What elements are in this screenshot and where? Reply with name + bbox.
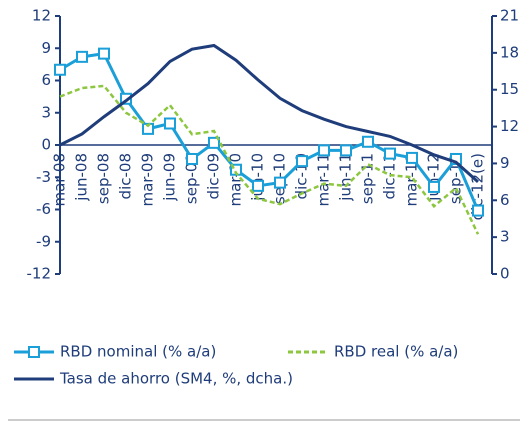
point-marker [186,152,198,165]
y-tick-label: 12 [32,7,51,25]
point-marker [142,122,154,135]
y-tick-label: -12 [27,265,52,283]
x-tick-label: jun-11 [337,153,355,202]
x-tick-label: dic-09 [205,153,223,199]
x-tick-label: jun-09 [161,153,179,202]
point-marker [428,180,440,193]
x-tick-label: mar-08 [51,153,69,207]
point-marker [406,151,418,164]
y-tick-label: 3 [41,103,51,121]
x-tick-label: jun-08 [73,153,91,202]
y2-tick-label: 15 [500,80,519,98]
y-tick-label: 6 [41,71,51,89]
point-marker [76,50,88,63]
point-marker [252,179,264,192]
y2-tick-label: 0 [500,265,510,283]
y2-tick-label: 6 [500,191,510,209]
legend-marker [28,346,40,358]
point-marker [120,92,132,105]
y-tick-label: 0 [41,136,51,154]
x-tick-label: jun-10 [249,153,267,202]
y-tick-label: -9 [36,232,51,250]
point-marker [340,144,352,157]
y2-tick-label: 3 [500,228,510,246]
point-marker [384,147,396,160]
x-tick-label: sep-08 [95,153,113,204]
point-marker [318,144,330,157]
x-tick-label: mar-11 [315,153,333,207]
point-marker [54,63,66,76]
x-tick-label: mar-09 [139,153,157,207]
y2-tick-label: 12 [500,117,519,135]
y2-tick-label: 18 [500,43,519,61]
x-tick-label: mar-12 [403,153,421,207]
point-marker [472,204,484,217]
x-tick-label: dic-12(e) [469,153,487,220]
x-tick-label: sep-09 [183,153,201,204]
legend-label: Tasa de ahorro (SM4, %, dcha.) [59,370,293,388]
y-tick-label: -6 [36,200,51,218]
point-marker [362,135,374,148]
x-tick-label: dic-08 [117,153,135,199]
point-marker [208,136,220,149]
point-marker [274,176,286,189]
point-marker [164,117,176,130]
y2-tick-label: 9 [500,154,510,172]
series-line [59,84,480,235]
y-tick-label: -3 [36,168,51,186]
y2-tick-label: 21 [500,7,519,25]
legend-label: RBD nominal (% a/a) [60,343,216,361]
legend-label: RBD real (% a/a) [334,343,458,361]
point-marker [98,47,110,60]
point-marker [296,155,308,168]
series-line [59,43,479,183]
legend: RBD nominal (% a/a) RBD real (% a/a) Tasa … [14,343,458,388]
y-tick-label: 9 [41,39,51,57]
x-tick-label: sep-11 [359,153,377,204]
